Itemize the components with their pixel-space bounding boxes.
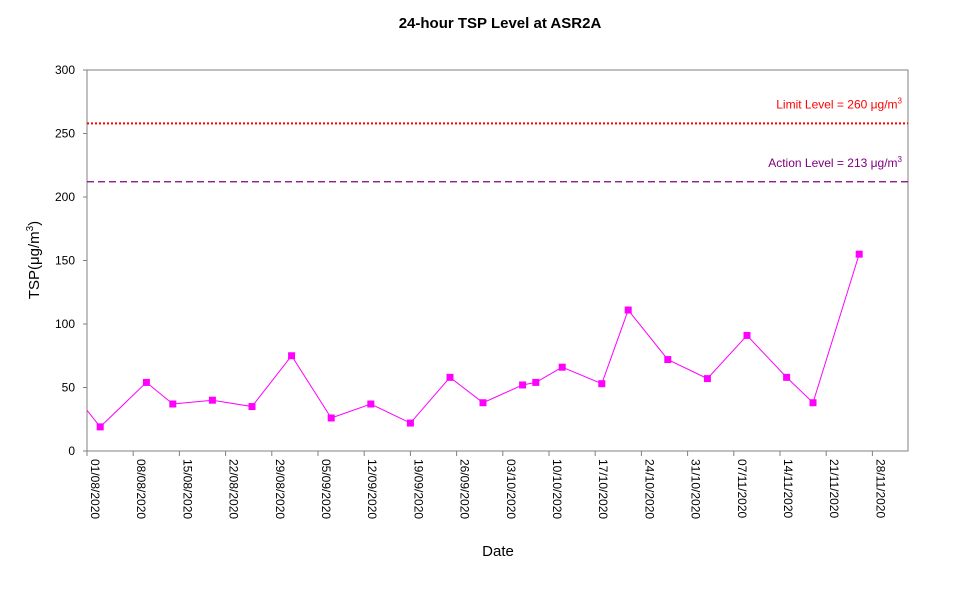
data-point xyxy=(248,403,256,411)
x-tick-label: 15/08/2020 xyxy=(180,459,194,519)
x-tick-label: 01/08/2020 xyxy=(88,459,102,519)
data-point xyxy=(96,423,104,431)
reference-lines: Limit Level = 260 μg/m3 Action Level = 21… xyxy=(87,96,908,183)
x-axis: 01/08/2020 08/08/2020 15/08/2020 22/08/2020… xyxy=(86,451,887,519)
chart-title: 24-hour TSP Level at ASR2A xyxy=(399,15,602,32)
reference-label-limit-level: Limit Level = 260 μg/m3 xyxy=(776,96,902,111)
y-axis-label: TSP(μg/m3) xyxy=(25,221,43,299)
data-point xyxy=(142,378,150,386)
plot-area xyxy=(86,69,909,452)
data-point xyxy=(855,250,863,258)
data-point xyxy=(743,331,751,339)
x-tick-label: 24/10/2020 xyxy=(642,459,656,519)
y-tick-label: 250 xyxy=(55,127,75,141)
x-tick-label: 07/11/2020 xyxy=(735,459,749,518)
data-point xyxy=(809,399,817,407)
x-tick-label: 03/10/2020 xyxy=(504,459,518,519)
y-axis: 0 50 100 150 200 250 300 xyxy=(55,63,87,458)
x-axis-label: Date xyxy=(482,543,514,560)
data-point xyxy=(169,400,177,408)
x-tick-label: 28/11/2020 xyxy=(873,459,887,518)
x-tick-label: 31/10/2020 xyxy=(689,459,703,519)
data-point xyxy=(624,306,632,314)
y-tick-label: 0 xyxy=(68,444,75,458)
y-tick-label: 100 xyxy=(55,317,75,331)
x-tick-label: 21/11/2020 xyxy=(827,459,841,518)
x-tick-label: 17/10/2020 xyxy=(596,459,610,519)
data-point xyxy=(532,378,540,386)
y-tick-label: 50 xyxy=(62,381,76,395)
data-point xyxy=(558,363,566,371)
y-tick-label: 200 xyxy=(55,190,75,204)
data-point xyxy=(664,356,672,364)
data-point xyxy=(519,381,527,389)
x-tick-label: 26/09/2020 xyxy=(458,459,472,519)
y-tick-label: 150 xyxy=(55,254,75,268)
y-tick-label: 300 xyxy=(55,63,75,77)
x-tick-label: 22/08/2020 xyxy=(227,459,241,519)
data-point xyxy=(406,419,414,427)
x-tick-label: 05/09/2020 xyxy=(319,459,333,519)
data-point xyxy=(598,380,606,388)
x-tick-label: 12/09/2020 xyxy=(365,459,379,519)
data-point xyxy=(288,352,296,360)
series-group xyxy=(86,250,863,431)
data-point xyxy=(703,375,711,383)
data-point xyxy=(783,373,791,381)
data-point xyxy=(327,414,335,422)
data-point xyxy=(479,399,487,407)
data-point xyxy=(446,373,454,381)
x-tick-label: 10/10/2020 xyxy=(550,459,564,519)
x-tick-label: 14/11/2020 xyxy=(781,459,795,518)
x-tick-label: 19/09/2020 xyxy=(411,459,425,519)
x-tick-label: 08/08/2020 xyxy=(134,459,148,519)
data-point xyxy=(367,400,375,408)
reference-label-action-level: Action Level = 213 μg/m3 xyxy=(768,155,902,170)
x-tick-label: 29/08/2020 xyxy=(273,459,287,519)
data-point xyxy=(208,396,216,404)
